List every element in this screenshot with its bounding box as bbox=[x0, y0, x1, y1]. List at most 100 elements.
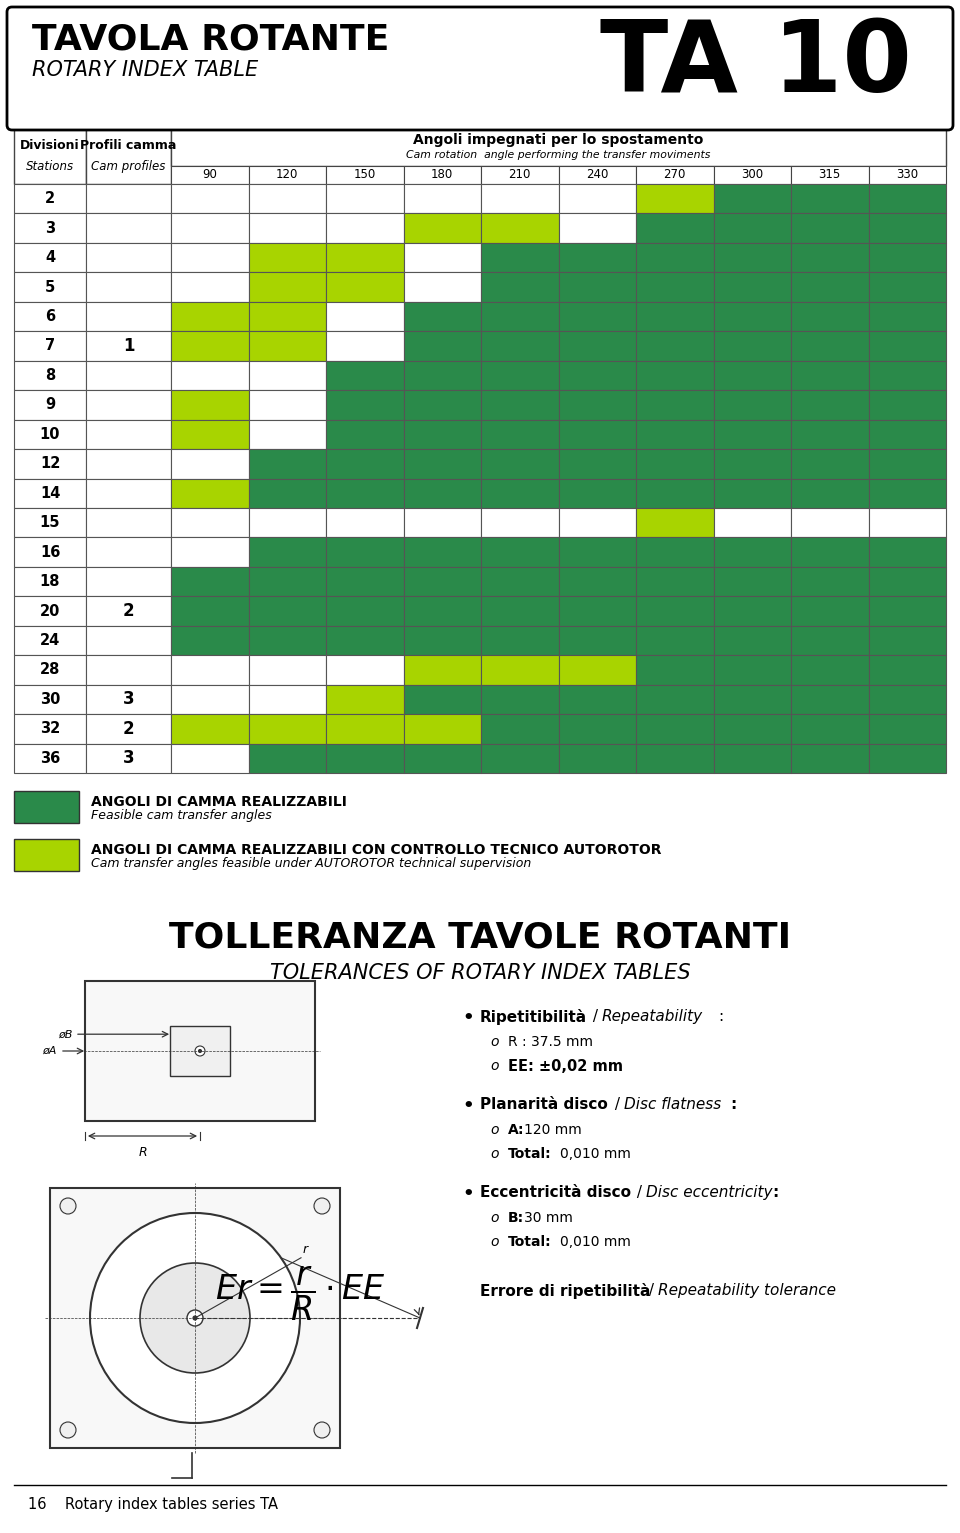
Text: Disc eccentricity: Disc eccentricity bbox=[646, 1185, 773, 1200]
Bar bbox=[326, 625, 403, 655]
Bar bbox=[713, 184, 791, 213]
Text: Angoli impegnati per lo spostamento: Angoli impegnati per lo spostamento bbox=[414, 133, 704, 147]
Text: øA: øA bbox=[42, 1046, 57, 1056]
Text: TOLLERANZA TAVOLE ROTANTI: TOLLERANZA TAVOLE ROTANTI bbox=[169, 921, 791, 955]
Bar bbox=[481, 449, 559, 478]
Bar bbox=[481, 184, 559, 213]
Bar bbox=[481, 507, 559, 538]
Circle shape bbox=[195, 1046, 205, 1056]
Bar bbox=[326, 478, 403, 507]
Bar bbox=[713, 714, 791, 744]
Bar bbox=[86, 567, 171, 596]
Text: 32: 32 bbox=[40, 722, 60, 736]
Text: 240: 240 bbox=[586, 169, 609, 181]
Bar bbox=[636, 184, 713, 213]
FancyBboxPatch shape bbox=[7, 8, 953, 130]
Bar bbox=[86, 714, 171, 744]
Text: 9: 9 bbox=[45, 397, 55, 412]
Bar bbox=[481, 242, 559, 273]
Bar bbox=[791, 184, 869, 213]
Bar bbox=[86, 685, 171, 714]
Bar bbox=[869, 391, 946, 420]
Bar bbox=[791, 449, 869, 478]
Bar bbox=[559, 478, 636, 507]
Bar bbox=[559, 744, 636, 773]
Text: 3: 3 bbox=[123, 750, 134, 768]
Text: 3: 3 bbox=[123, 690, 134, 708]
Bar bbox=[559, 538, 636, 567]
Bar bbox=[869, 685, 946, 714]
Bar bbox=[86, 273, 171, 302]
Bar bbox=[791, 714, 869, 744]
Bar bbox=[636, 391, 713, 420]
Bar bbox=[14, 449, 86, 478]
Bar bbox=[403, 655, 481, 685]
Text: o: o bbox=[490, 1236, 498, 1249]
Circle shape bbox=[314, 1197, 330, 1214]
Bar bbox=[14, 360, 86, 391]
Bar bbox=[636, 625, 713, 655]
Bar bbox=[403, 714, 481, 744]
Text: 14: 14 bbox=[39, 486, 60, 501]
Bar bbox=[249, 391, 326, 420]
Bar bbox=[403, 449, 481, 478]
Circle shape bbox=[187, 1311, 203, 1326]
Bar bbox=[403, 538, 481, 567]
Bar bbox=[481, 273, 559, 302]
Bar bbox=[636, 685, 713, 714]
Bar bbox=[86, 596, 171, 625]
Text: 1: 1 bbox=[123, 337, 134, 356]
Text: Repeatability: Repeatability bbox=[602, 1009, 703, 1024]
Text: 30 mm: 30 mm bbox=[524, 1211, 573, 1225]
Bar bbox=[559, 360, 636, 391]
Text: 180: 180 bbox=[431, 169, 453, 181]
Bar bbox=[559, 449, 636, 478]
Bar bbox=[249, 184, 326, 213]
Circle shape bbox=[314, 1423, 330, 1438]
Text: /: / bbox=[588, 1009, 603, 1024]
Bar bbox=[559, 184, 636, 213]
Bar bbox=[713, 242, 791, 273]
Bar bbox=[249, 213, 326, 242]
Bar bbox=[326, 391, 403, 420]
Bar bbox=[86, 744, 171, 773]
Bar bbox=[791, 213, 869, 242]
Bar bbox=[403, 507, 481, 538]
Bar bbox=[713, 360, 791, 391]
Bar bbox=[14, 625, 86, 655]
Text: $\mathit{Er} = \dfrac{\mathit{r}}{\mathit{R}} \cdot \mathit{EE}$: $\mathit{Er} = \dfrac{\mathit{r}}{\mathi… bbox=[215, 1265, 385, 1323]
Bar bbox=[791, 685, 869, 714]
Text: ANGOLI DI CAMMA REALIZZABILI: ANGOLI DI CAMMA REALIZZABILI bbox=[91, 796, 347, 809]
Text: 2: 2 bbox=[123, 721, 134, 737]
Circle shape bbox=[60, 1423, 76, 1438]
Bar bbox=[481, 302, 559, 331]
Text: 5: 5 bbox=[45, 279, 55, 294]
Bar bbox=[636, 478, 713, 507]
Bar bbox=[249, 714, 326, 744]
Bar bbox=[559, 242, 636, 273]
Bar bbox=[559, 166, 636, 184]
Bar bbox=[869, 166, 946, 184]
Bar bbox=[403, 360, 481, 391]
Text: r: r bbox=[303, 1243, 308, 1256]
Bar bbox=[791, 538, 869, 567]
Bar bbox=[713, 449, 791, 478]
Bar bbox=[50, 1188, 340, 1449]
Text: 6: 6 bbox=[45, 310, 55, 323]
Bar bbox=[791, 744, 869, 773]
Text: 30: 30 bbox=[39, 691, 60, 707]
Bar bbox=[86, 360, 171, 391]
Bar bbox=[171, 360, 249, 391]
Bar bbox=[171, 302, 249, 331]
Bar bbox=[249, 331, 326, 360]
Bar bbox=[14, 242, 86, 273]
Bar bbox=[171, 166, 249, 184]
Bar bbox=[559, 625, 636, 655]
Bar bbox=[403, 685, 481, 714]
Text: •: • bbox=[462, 1009, 473, 1027]
Bar bbox=[326, 273, 403, 302]
Text: o: o bbox=[490, 1124, 498, 1137]
Bar bbox=[636, 596, 713, 625]
Bar bbox=[403, 184, 481, 213]
Text: Divisioni: Divisioni bbox=[20, 140, 80, 152]
